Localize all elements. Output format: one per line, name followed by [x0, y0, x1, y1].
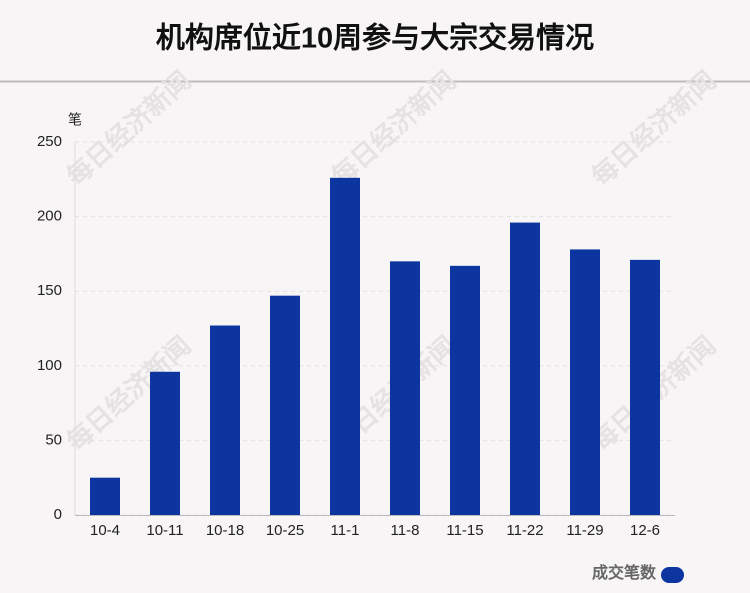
y-tick-label: 0 [54, 506, 62, 523]
x-tick-label: 11-8 [391, 522, 420, 539]
x-tick-label: 12-6 [630, 522, 660, 539]
bar [330, 177, 360, 516]
x-tick-label: 11-1 [331, 522, 360, 539]
x-tick-label: 10-11 [146, 522, 183, 539]
legend-swatch [661, 567, 684, 583]
bar [150, 371, 180, 515]
chart-title: 机构席位近10周参与大宗交易情况 [156, 21, 594, 55]
x-tick-label: 11-22 [506, 522, 543, 539]
bar [90, 477, 120, 515]
bar [210, 325, 240, 515]
bar [510, 222, 540, 515]
legend-label: 成交笔数 [592, 563, 657, 582]
x-tick-label: 11-29 [566, 522, 603, 539]
x-tick-label: 10-25 [266, 522, 304, 539]
y-tick-label: 250 [37, 133, 62, 150]
bar [450, 265, 480, 515]
x-tick-label: 10-4 [90, 522, 120, 539]
x-tick-label: 10-18 [206, 522, 244, 539]
y-unit: 笔 [68, 112, 82, 128]
y-tick-label: 100 [37, 357, 62, 374]
y-tick-label: 150 [37, 282, 62, 299]
bar [270, 295, 300, 515]
bar [630, 259, 660, 515]
x-tick-label: 11-15 [446, 522, 483, 539]
y-tick-label: 200 [37, 208, 62, 225]
y-tick-label: 50 [45, 431, 62, 448]
bar [570, 249, 600, 515]
bar [390, 261, 420, 515]
